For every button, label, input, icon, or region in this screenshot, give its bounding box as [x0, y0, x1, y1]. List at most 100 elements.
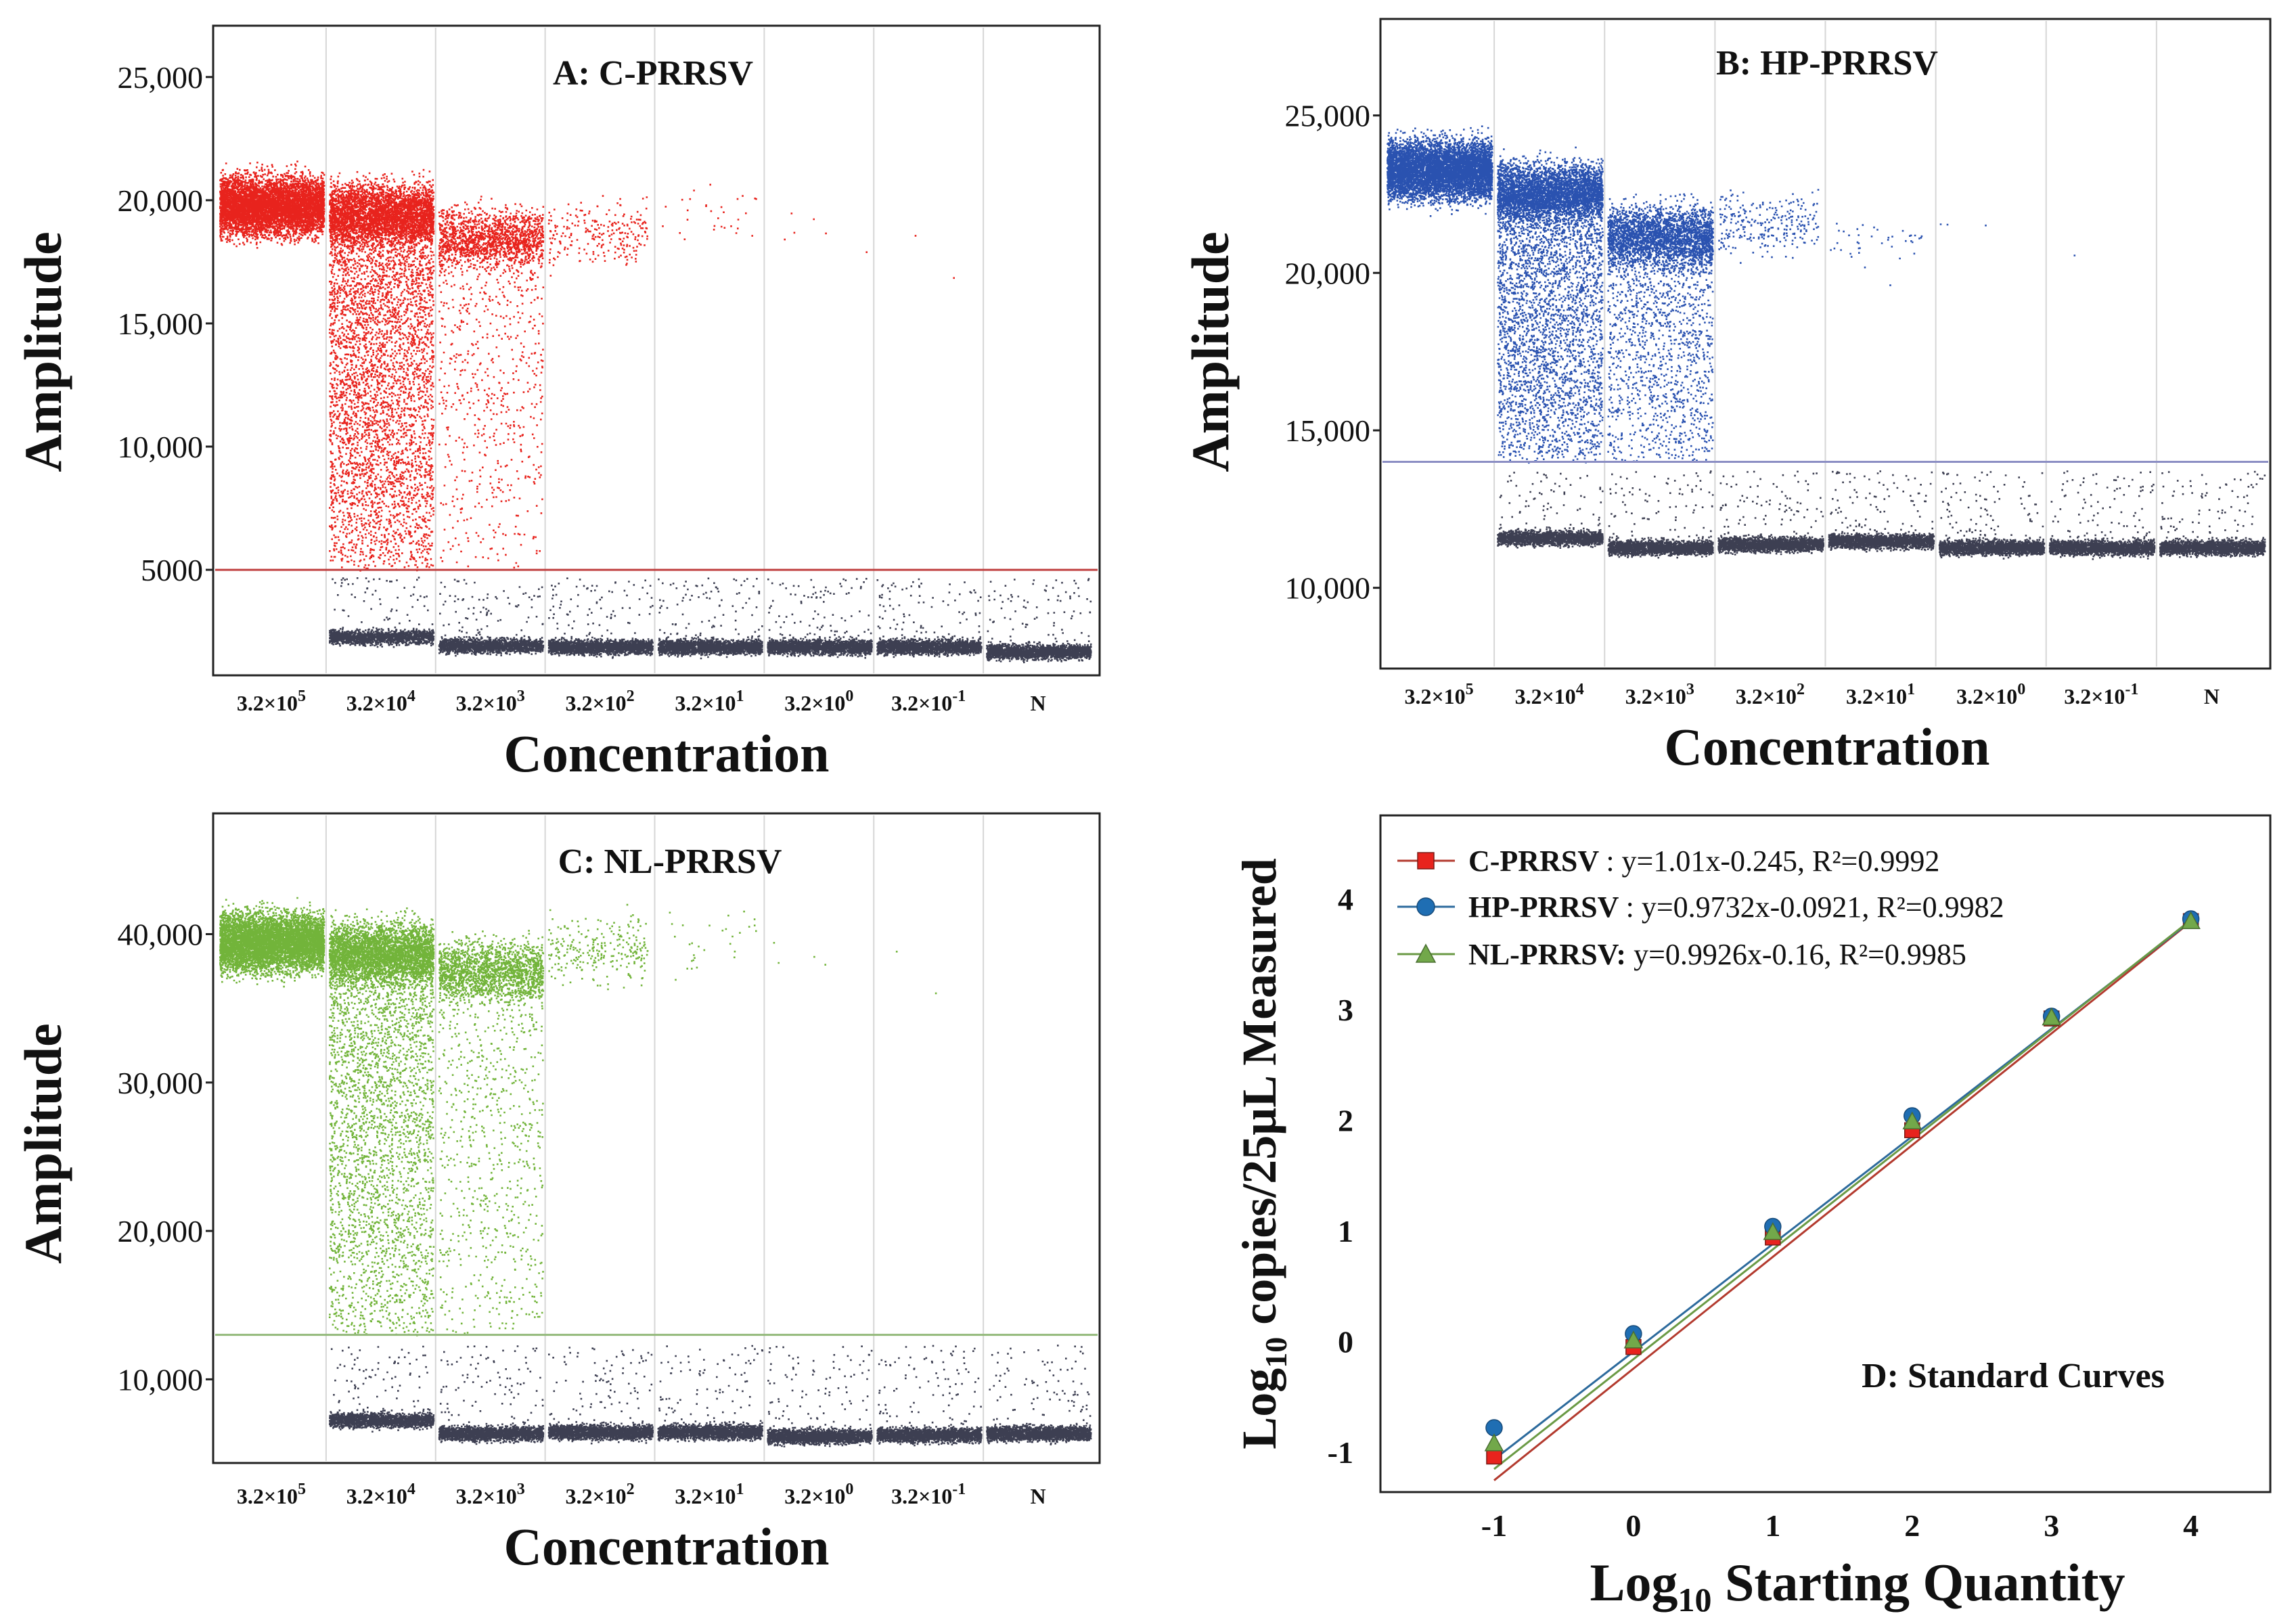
x-tick-label-exponent: 4 [1576, 681, 1584, 698]
x-tick-label-exponent: 1 [736, 688, 744, 705]
x-tick-label: 3.2×10-1 [891, 688, 966, 715]
positive-droplets [1718, 189, 1820, 264]
droplet-lane [876, 235, 983, 658]
droplet-lane [438, 930, 545, 1445]
y-tick-label: 10,000 [118, 1362, 204, 1397]
legend-equation: y=0.9926x-0.16, R²=0.9985 [1634, 938, 1966, 971]
y-tick-label: 25,000 [118, 60, 204, 95]
data-point-triangle [2181, 911, 2201, 930]
x-tick-label: 3.2×102 [565, 1481, 634, 1508]
x-tick-label-exponent: 2 [1797, 681, 1805, 698]
negative-droplets [547, 1347, 654, 1445]
legend-equation: : y=1.01x-0.245, R²=0.9992 [1606, 844, 1939, 878]
x-tick-label-exponent: -1 [2125, 681, 2138, 698]
panel-d-x-ticks: -1 0 1 2 3 4 [1481, 1508, 2199, 1543]
x-tick-label: 3.2×10-1 [2064, 681, 2138, 708]
panel-c: C: NL-PRRSV 10,000 20,000 30,000 40,000 3.2… [14, 812, 1101, 1576]
x-tick-label-exponent: -1 [952, 1481, 966, 1498]
panel-b-title: B: HP-PRRSV [1716, 44, 1938, 83]
panel-b-x-ticks: 3.2×105 3.2×104 3.2×103 3.2×102 3.2×101 3.2×1… [1404, 681, 2220, 708]
x-tick-label-base: N [2204, 684, 2220, 708]
data-point-triangle [1902, 1111, 1922, 1129]
x-tick-label-base: 3.2×10 [346, 1484, 407, 1508]
droplet-lane [1387, 125, 1493, 217]
panel-b-droplets [1387, 125, 2266, 560]
positive-droplets [1830, 223, 1923, 286]
positive-droplets [784, 212, 868, 253]
negative-droplets [2048, 470, 2156, 560]
panel-b-x-label: Concentration [1665, 717, 1990, 776]
x-tick-label-exponent: 2 [627, 688, 635, 705]
y-tick-label: 15,000 [1285, 413, 1371, 448]
negative-droplets [2159, 470, 2266, 558]
x-tick-label: -1 [1481, 1508, 1507, 1543]
panel-c-lane-dividers [325, 815, 985, 1461]
panel-c-x-ticks: 3.2×105 3.2×104 3.2×103 3.2×102 3.2×101 3.2×1… [237, 1481, 1046, 1508]
y-tick-label: 30,000 [118, 1066, 204, 1100]
panel-c-frame [212, 812, 1101, 1464]
x-tick-label: 3.2×103 [1625, 681, 1694, 708]
negative-droplets [1938, 471, 2046, 560]
panel-d-fit-lines [1493, 919, 2192, 1481]
data-point-triangle [2042, 1007, 2061, 1026]
data-point-triangle [1763, 1222, 1783, 1240]
negative-droplets [657, 577, 763, 660]
x-tick-label: 3.2×101 [675, 1481, 744, 1508]
panel-d-x-label-rest: Starting Quantity [1711, 1553, 2125, 1612]
y-tick-label: 25,000 [1285, 99, 1371, 133]
x-tick-label-base: N [1031, 1484, 1046, 1508]
negative-droplets [329, 1345, 435, 1433]
positive-droplets [914, 235, 955, 279]
positive-droplets [1387, 125, 1493, 217]
data-point-triangle [1623, 1330, 1644, 1349]
y-tick-label: 3 [1338, 993, 1353, 1027]
x-tick-label: 3.2×102 [565, 688, 634, 715]
x-tick-label-exponent: 1 [736, 1481, 744, 1498]
x-tick-label-exponent: 5 [298, 1481, 306, 1498]
x-tick-label-base: 3.2×10 [237, 691, 298, 715]
y-tick-label: 2 [1338, 1104, 1353, 1138]
x-tick-label: 3.2×105 [237, 1481, 306, 1508]
y-tick-label: 40,000 [118, 917, 204, 951]
panel-b-y-ticks: 10,000 15,000 20,000 25,000 [1285, 99, 1380, 606]
x-tick-label: 3.2×101 [675, 688, 744, 715]
panel-d-x-label-base: Log [1590, 1553, 1678, 1612]
panel-d: -1 0 1 2 3 4 -1 0 1 2 3 4 C-PRRSV : y=1.01x-0.245,… [1232, 814, 2272, 1619]
droplet-lane [328, 907, 435, 1433]
x-tick-label-base: 3.2×10 [1956, 684, 2017, 708]
panel-d-x-label-sub: 10 [1678, 1581, 1711, 1619]
x-tick-label-base: 3.2×10 [565, 691, 626, 715]
panel-d-x-label: Log10 Starting Quantity [1590, 1553, 2125, 1619]
negative-droplets [547, 577, 654, 659]
data-point-triangle [1484, 1433, 1504, 1451]
legend-name: NL-PRRSV: [1468, 938, 1634, 971]
x-tick-label-base: 3.2×10 [891, 1484, 952, 1508]
legend-entry: C-PRRSV : y=1.01x-0.245, R²=0.9992 [1468, 844, 1939, 878]
droplet-lane [657, 910, 763, 1443]
x-tick-label-base: 3.2×10 [456, 691, 517, 715]
x-tick-label: 3.2×105 [1404, 681, 1473, 708]
positive-droplets [438, 930, 545, 1334]
panel-d-frame [1379, 814, 2272, 1493]
panel-d-y-label-base: Log [1232, 1368, 1286, 1449]
positive-droplets [1607, 193, 1714, 462]
x-tick-label-base: 3.2×10 [1404, 684, 1465, 708]
panel-d-markers [1484, 910, 2201, 1465]
droplet-lane [438, 196, 545, 657]
positive-droplets [1497, 146, 1604, 464]
x-tick-label: 3.2×103 [456, 1481, 525, 1508]
droplet-lane [986, 578, 1092, 664]
negative-droplets [438, 579, 545, 657]
droplet-lane [1828, 223, 1935, 553]
positive-droplets [2073, 254, 2076, 256]
negative-droplets [986, 1345, 1092, 1445]
x-tick-label: 3.2×104 [1515, 681, 1584, 708]
x-tick-label-base: 3.2×10 [891, 691, 952, 715]
positive-droplets [219, 897, 325, 988]
panel-a-droplets [219, 160, 1092, 664]
panel-b-lane-dividers [1493, 21, 2157, 667]
x-tick-label-exponent: 4 [407, 1481, 415, 1498]
positive-droplets [662, 183, 757, 240]
x-tick-label-exponent: 5 [298, 688, 306, 705]
